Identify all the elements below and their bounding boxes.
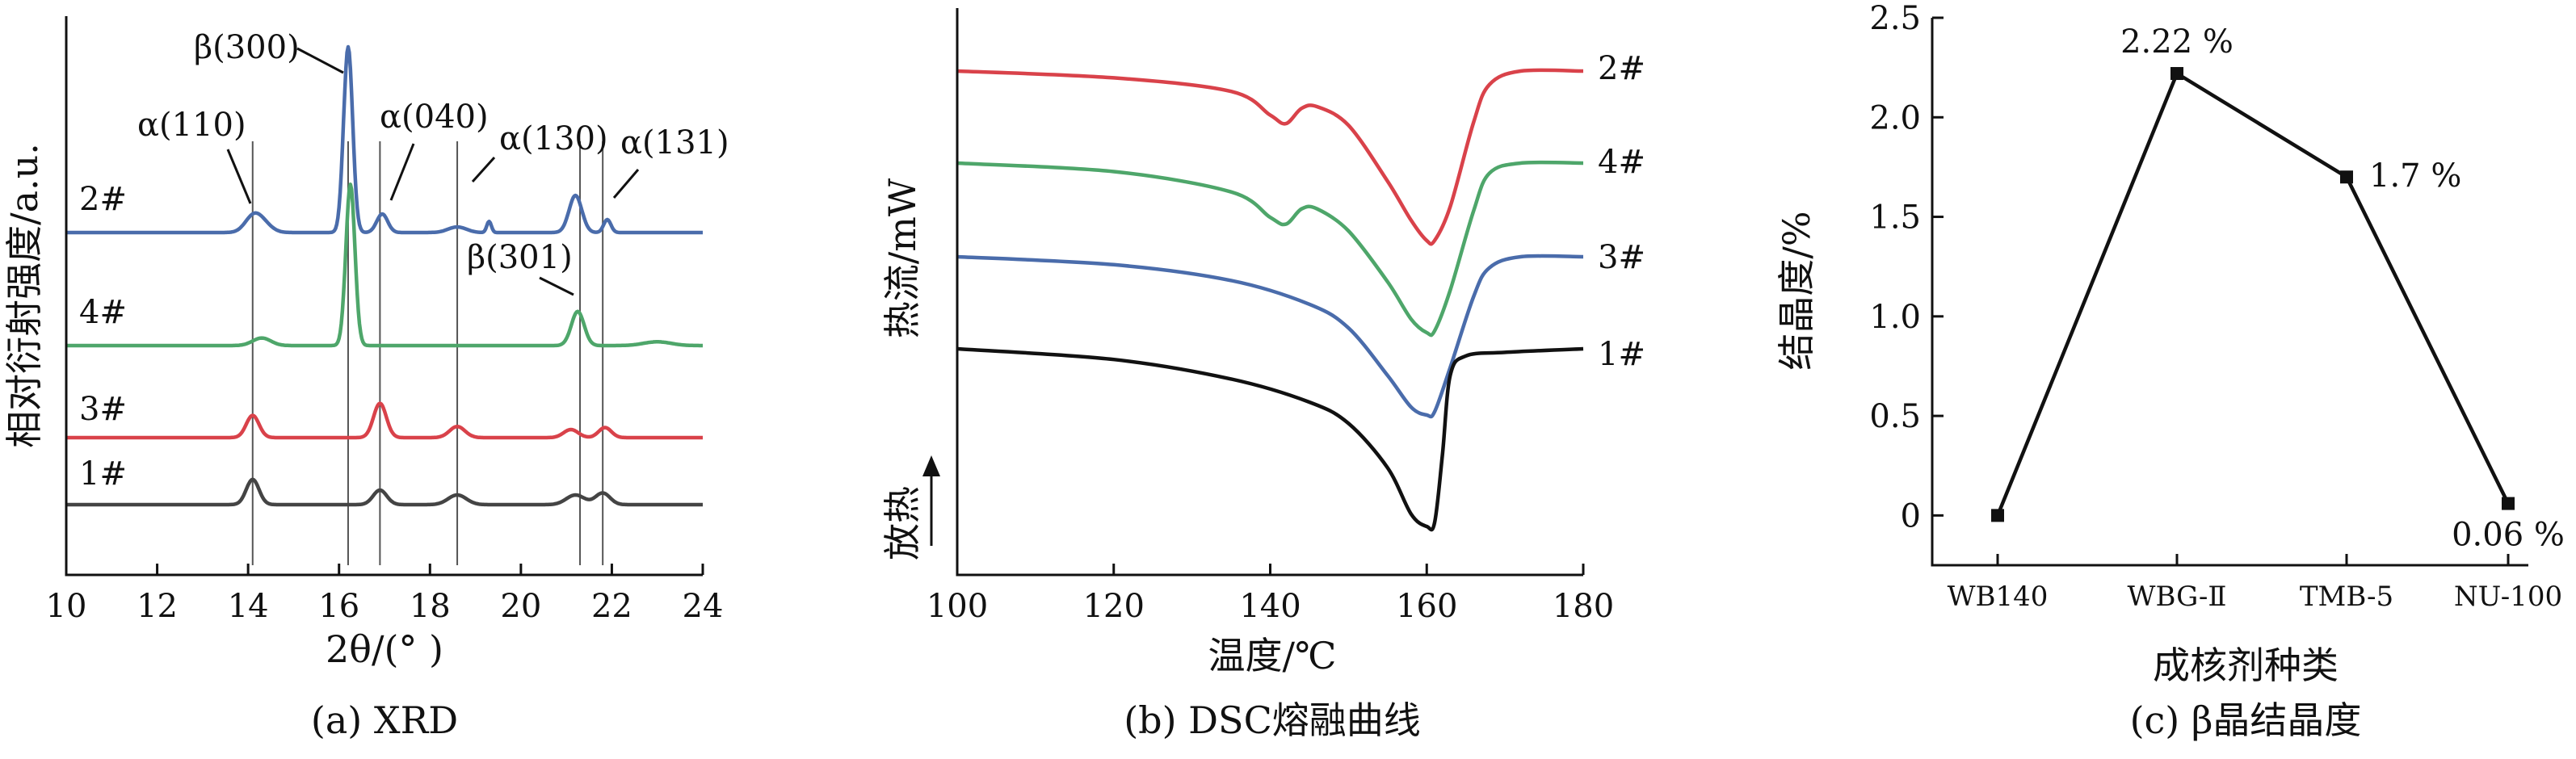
panel-a-xtick-label-20: 20 [500, 588, 541, 625]
xrd-series-label-3: 3# [79, 391, 127, 428]
xrd-series-label-1: 1# [79, 455, 127, 493]
annotation-alpha-040-arrow [389, 143, 415, 201]
xrd-series-3 [65, 401, 704, 440]
panel-c-xticks: WB140 WBG-Ⅱ TMB-5 NU-100 [1948, 554, 2562, 613]
panel-c-category-label-2: TMB-5 [2300, 581, 2393, 613]
annotation-alpha-131-arrow [612, 169, 640, 199]
xrd-series-label-4: 4# [79, 294, 127, 331]
crystallinity-point-0 [1991, 509, 2004, 522]
xrd-series-1 [65, 477, 704, 507]
panel-b-xtick-label-140: 140 [1239, 588, 1301, 625]
annotation-beta-300: β(300) [194, 29, 300, 66]
dsc-series-1 [956, 346, 1584, 532]
panel-b-ylabel: 热流/mW [880, 178, 924, 338]
xrd-series-2 [65, 44, 704, 235]
panel-b-curves [956, 68, 1584, 532]
annotation-alpha-110-arrow [226, 149, 252, 204]
panel-c-xlabel: 成核剂种类 [2153, 644, 2339, 687]
xrd-series-4 [65, 182, 704, 348]
panel-c-yticks: 0 0.5 1.0 1.5 2.0 2.5 [1869, 0, 1944, 535]
panel-a-xrd: 2# 4# 3# 1# 10 12 14 16 18 20 22 24 β(300) α(110) … [2, 16, 729, 742]
panel-a-annotations: β(300) α(110) α(040) α(130) α(131) β(301… [137, 29, 729, 296]
panel-b-xtick-label-180: 180 [1553, 588, 1614, 625]
dsc-series-label-1: 1# [1598, 336, 1645, 373]
panel-b-xtick-label-120: 120 [1083, 588, 1145, 625]
panel-b-xlabel: 温度/℃ [1208, 634, 1337, 677]
dsc-series-label-2: 2# [1598, 50, 1645, 87]
panel-c-caption: (c) β晶结晶度 [2130, 698, 2362, 742]
panel-c-ylabel: 结晶度/% [1775, 211, 1818, 370]
panel-a-curves [65, 44, 704, 507]
panel-c-category-label-3: NU-100 [2454, 581, 2562, 613]
panel-b-curve-labels: 2# 4# 3# 1# [1598, 50, 1645, 373]
crystallinity-point-label-3: 0.06 % [2452, 517, 2565, 554]
crystallinity-line [1995, 70, 2511, 517]
panel-c-ytick-label-5: 2.5 [1869, 0, 1921, 37]
panel-a-xtick-label-22: 22 [591, 588, 632, 625]
crystallinity-point-3 [2502, 497, 2515, 510]
panel-a-ref-lines [251, 141, 604, 565]
panel-a-xlabel: 2θ/(° ) [326, 627, 443, 671]
annotation-alpha-130-arrow [471, 156, 496, 183]
panel-b-xticks: 100 120 140 160 180 [927, 564, 1614, 625]
crystallinity-point-2 [2340, 170, 2353, 184]
annotation-alpha-110: α(110) [137, 107, 246, 144]
panel-c-category-label-1: WBG-Ⅱ [2128, 581, 2227, 613]
panel-c-series: 2.22 % 1.7 % 0.06 % [1991, 23, 2565, 554]
dsc-series-3 [956, 254, 1584, 419]
panel-b-exo-label: 放热 [880, 486, 924, 560]
panel-b-xtick-label-100: 100 [927, 588, 988, 625]
panel-a-xticks: 10 12 14 16 18 20 22 24 [46, 564, 724, 625]
panel-b-xtick-label-160: 160 [1396, 588, 1457, 625]
annotation-beta-300-arrow [296, 47, 344, 74]
panel-a-curve-labels: 2# 4# 3# 1# [79, 181, 127, 493]
xrd-series-label-2: 2# [79, 181, 127, 218]
annotation-beta-301-arrow [539, 276, 574, 296]
dsc-series-label-4: 4# [1598, 144, 1645, 181]
panel-a-xtick-label-14: 14 [228, 588, 269, 625]
panel-c-category-label-0: WB140 [1948, 581, 2049, 613]
panel-b-dsc: 2# 4# 3# 1# 100 120 140 160 180 热流/mW 放热 温度/℃ (… [880, 8, 1645, 742]
panel-a-xtick-label-10: 10 [46, 588, 87, 625]
panel-a-xtick-label-12: 12 [137, 588, 178, 625]
panel-a-xtick-label-18: 18 [410, 588, 451, 625]
crystallinity-point-label-2: 1.7 % [2369, 157, 2461, 195]
panel-a-ylabel: 相对衍射强度/a.u. [2, 143, 46, 448]
crystallinity-point-label-1: 2.22 % [2120, 23, 2234, 61]
panel-a-caption: (a) XRD [311, 698, 458, 742]
annotation-beta-301: β(301) [467, 239, 573, 276]
annotation-alpha-130: α(130) [499, 120, 608, 157]
crystallinity-point-1 [2170, 67, 2183, 81]
annotation-alpha-131: α(131) [620, 124, 729, 161]
dsc-series-label-3: 3# [1598, 239, 1645, 276]
panel-c-axes [1931, 18, 2528, 567]
exo-arrow-icon [922, 455, 940, 546]
panel-c-ytick-label-1: 0.5 [1869, 398, 1921, 435]
panel-a-xtick-label-16: 16 [318, 588, 359, 625]
panel-a-xtick-label-24: 24 [683, 588, 724, 625]
dsc-series-2 [956, 68, 1584, 246]
dsc-series-4 [956, 160, 1584, 338]
annotation-alpha-040: α(040) [380, 99, 489, 136]
panel-c-ytick-label-2: 1.0 [1869, 299, 1921, 336]
panel-c-crystallinity: 0 0.5 1.0 1.5 2.0 2.5 WB140 WBG-Ⅱ TMB-5 NU-100 2… [1775, 0, 2565, 742]
panel-c-ytick-label-3: 1.5 [1869, 199, 1921, 237]
panel-c-ytick-label-0: 0 [1901, 497, 1921, 535]
panel-c-ytick-label-4: 2.0 [1869, 99, 1921, 136]
panel-b-caption: (b) DSC熔融曲线 [1124, 698, 1421, 742]
